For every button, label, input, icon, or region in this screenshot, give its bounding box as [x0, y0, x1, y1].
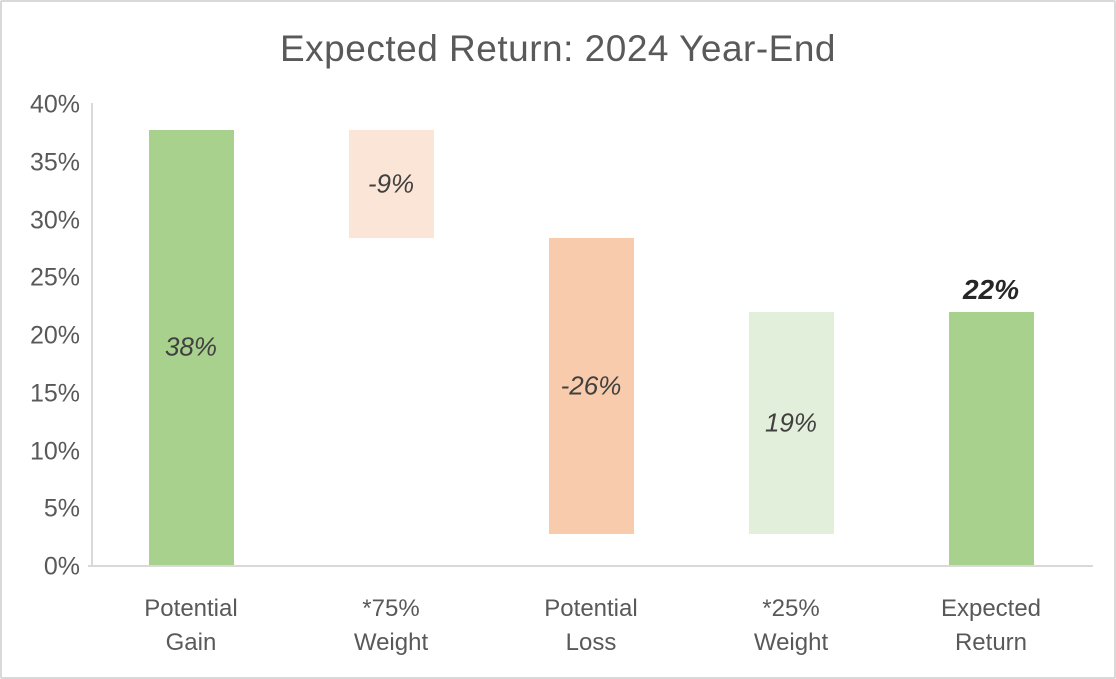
bar-value-label-25-weight: 19% [764, 407, 818, 438]
y-tick-25: 25% [29, 263, 80, 292]
x-axis: Potential Gain *75% Weight Potential Loss *… [91, 592, 1091, 672]
y-axis-line [91, 103, 93, 567]
y-tick-20: 20% [29, 321, 80, 350]
bar-potential-gain [148, 129, 234, 565]
bar-value-label-potential-gain: 38% [164, 331, 218, 362]
bar-75-weight [348, 129, 434, 239]
chart-title: Expected Return: 2024 Year-End [280, 28, 836, 69]
x-label-25-weight: *25% Weight [753, 595, 829, 656]
y-tick-30: 30% [29, 206, 80, 234]
y-tick-0: 0% [43, 552, 80, 581]
plot-area: 38% -9% -26% 19% 22% [91, 103, 1091, 565]
bar-value-label-potential-loss: -26% [560, 370, 622, 401]
y-tick-40: 40% [29, 90, 80, 119]
x-axis-line [88, 565, 1093, 567]
y-tick-5: 5% [43, 494, 80, 523]
bar-potential-loss [548, 238, 634, 534]
bar-25-weight [748, 312, 834, 534]
x-label-potential-gain: Potential Gain [144, 595, 238, 656]
x-label-potential-loss: Potential Loss [544, 595, 638, 656]
x-label-expected-return: Expected Return [940, 595, 1042, 656]
bar-value-label-expected-return: 22% [962, 274, 1020, 306]
y-tick-15: 15% [29, 379, 80, 408]
y-tick-35: 35% [29, 148, 80, 177]
y-tick-10: 10% [29, 437, 80, 465]
x-label-75-weight: *75% Weight [353, 595, 429, 656]
y-axis: 0% 5% 10% 15% 20% 25% 30% 35% 40% [2, 2, 80, 677]
bar-expected-return [948, 312, 1034, 565]
bar-value-label-75-weight: -9% [367, 168, 415, 199]
